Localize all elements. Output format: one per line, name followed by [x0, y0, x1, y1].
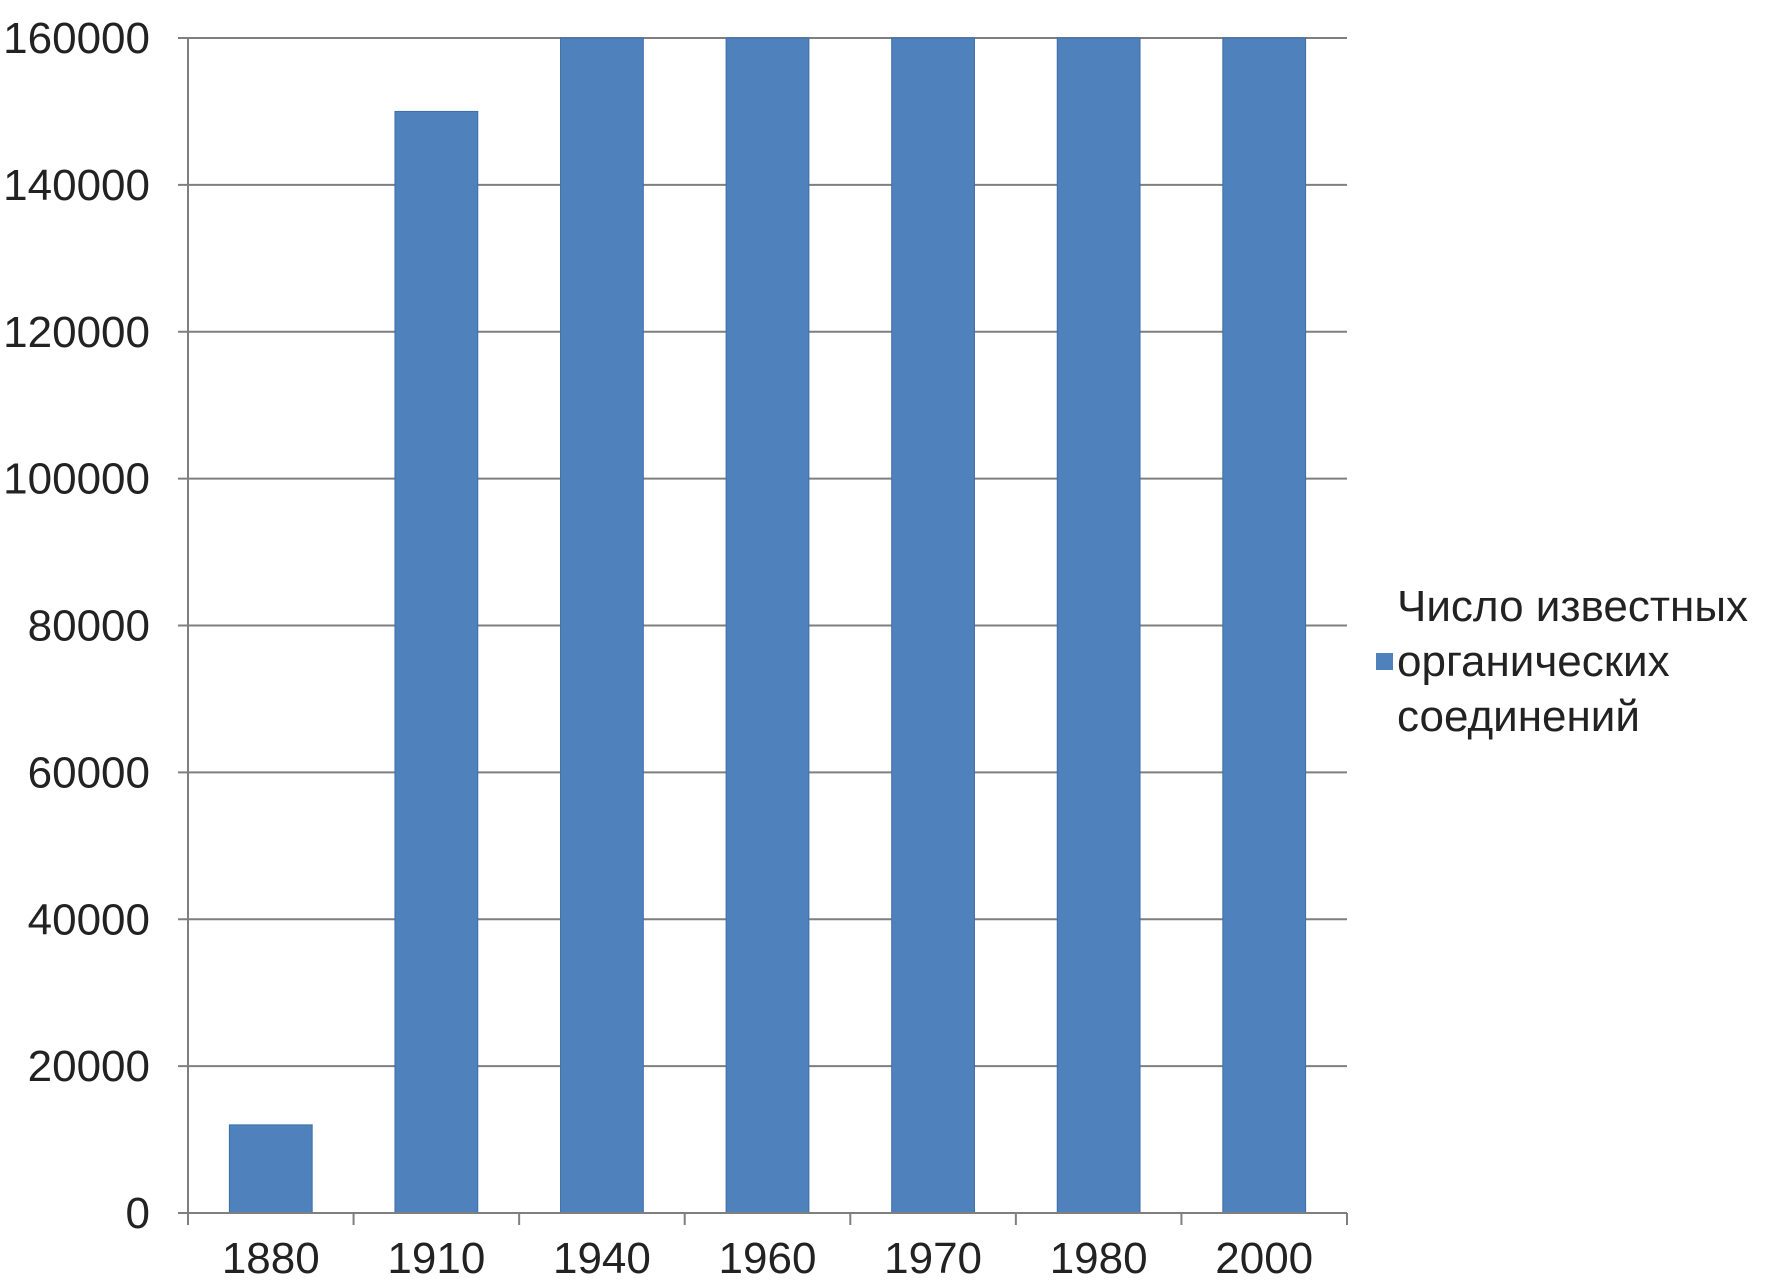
y-tick-label: 100000 — [3, 455, 150, 504]
x-tick-label: 1910 — [387, 1234, 485, 1283]
y-tick-label: 40000 — [28, 895, 150, 944]
legend-line-1: Число известных — [1397, 582, 1748, 631]
bar-1980 — [1056, 37, 1141, 1214]
y-tick-label: 60000 — [28, 748, 150, 797]
bar-1910 — [394, 110, 479, 1214]
legend-line-3: соединений — [1397, 692, 1640, 741]
x-tick-label: 1980 — [1050, 1234, 1148, 1283]
bar-2000 — [1222, 37, 1307, 1214]
y-tick-label: 80000 — [28, 602, 150, 651]
legend-swatch — [1376, 653, 1393, 670]
bars — [228, 37, 1307, 1214]
y-axis-ticks: 0 20000 40000 60000 80000 100000 120000 140000 1… — [3, 14, 188, 1238]
y-tick-label: 160000 — [3, 14, 150, 63]
x-axis-ticks: 1880 1910 1940 1960 1970 1980 2000 — [187, 1213, 1348, 1283]
y-tick-label: 0 — [126, 1189, 150, 1238]
legend: Число известных органических соединений — [1376, 582, 1748, 741]
bar-1940 — [560, 37, 644, 1214]
x-tick-label: 1960 — [719, 1234, 817, 1283]
y-tick-label: 20000 — [28, 1042, 150, 1091]
bar-1960 — [725, 37, 810, 1214]
x-tick-label: 2000 — [1215, 1234, 1313, 1283]
x-tick-label: 1970 — [884, 1234, 982, 1283]
x-tick-label: 1880 — [222, 1234, 320, 1283]
y-tick-label: 120000 — [3, 308, 150, 357]
legend-line-2: органических — [1397, 637, 1670, 686]
bar-1880 — [228, 1124, 313, 1214]
y-tick-label: 140000 — [3, 161, 150, 210]
x-tick-label: 1940 — [553, 1234, 651, 1283]
bar-1970 — [891, 37, 975, 1214]
